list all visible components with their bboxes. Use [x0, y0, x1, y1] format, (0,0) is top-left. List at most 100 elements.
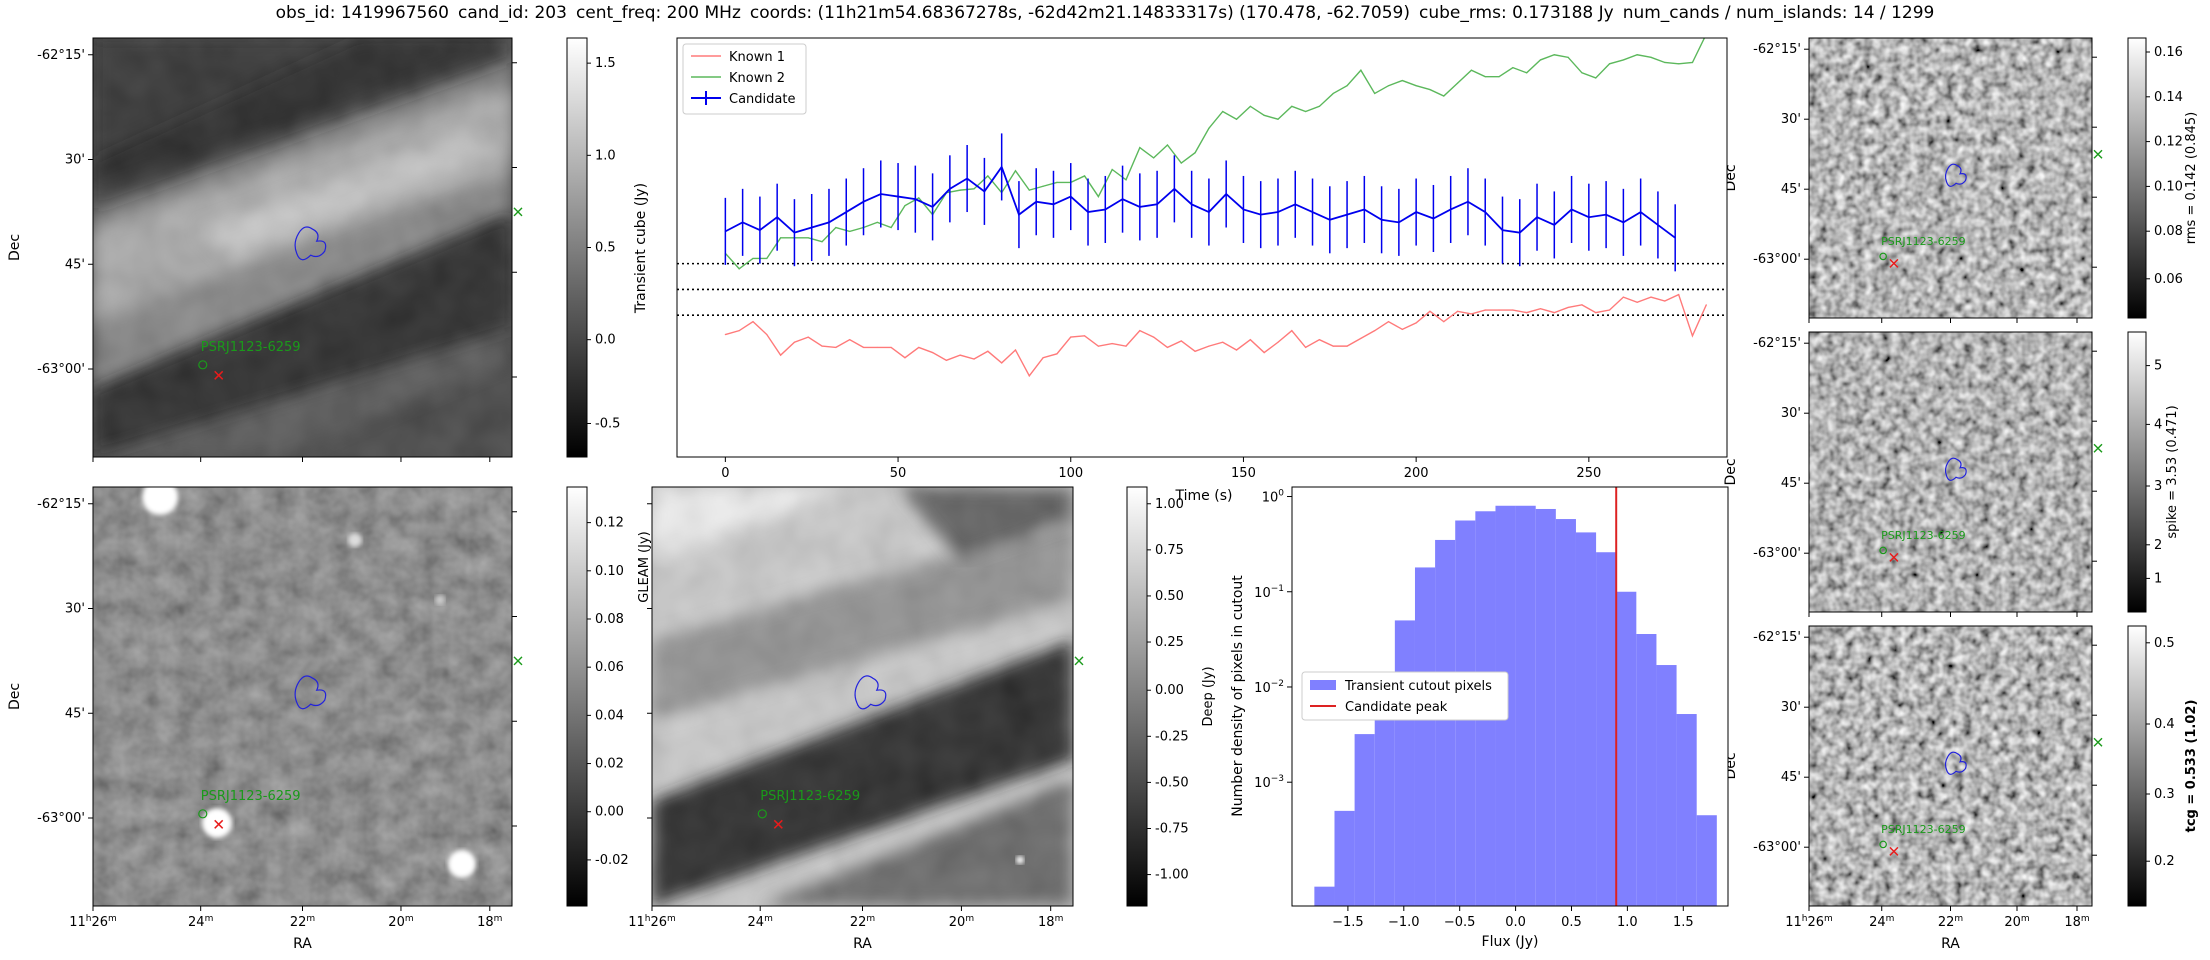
- colorbar-tick-label: 0.08: [2154, 224, 2183, 239]
- data-point: [1374, 92, 1376, 95]
- data-point: [1318, 339, 1321, 341]
- psr-source-label: PSRJ1123-6259: [201, 340, 301, 355]
- data-point: [1498, 309, 1500, 311]
- data-point: [1415, 322, 1417, 324]
- psr-source-label: PSRJ1123-6259: [201, 789, 301, 804]
- data-point: [1346, 345, 1348, 347]
- data-point: [1318, 105, 1321, 107]
- data-point: [876, 221, 878, 223]
- data-point: [1567, 306, 1569, 309]
- data-point: [945, 359, 948, 361]
- spike-colorbar: 5 4 3 2 1 spike = 3.53 (0.471): [2127, 331, 2180, 613]
- data-point: [918, 346, 920, 349]
- data-point: [1121, 198, 1124, 200]
- data-point: [1153, 336, 1155, 338]
- colorbar-tick-label: 0.25: [1155, 635, 1184, 650]
- colorbar-tick-label: 0.14: [2154, 90, 2183, 105]
- colorbar-tick-label: 0.06: [595, 660, 624, 675]
- data-point: [1553, 312, 1555, 314]
- rms-colorbar: 0.16 0.14 0.12 0.10 0.08 0.06 rms = 0.142 (0.8…: [2127, 37, 2199, 319]
- candidate-peak-marker: [1889, 552, 1899, 562]
- dec-tick-label: -62°15': [1753, 336, 1801, 351]
- spike-overlays: PSRJ1123-6259: [1879, 443, 2103, 562]
- data-point: [1222, 110, 1224, 113]
- histogram-bar: [1555, 519, 1576, 906]
- dec-tick-label: 45': [65, 706, 85, 721]
- colorbar-tick-label: 0.2: [2154, 854, 2175, 869]
- colorbar-gradient: [2127, 37, 2147, 319]
- dec-tick-label: -63°00': [1753, 252, 1801, 267]
- data-point: [1401, 79, 1403, 82]
- psr-source-label: PSRJ1123-6259: [1881, 823, 1965, 836]
- data-point: [1052, 203, 1055, 205]
- data-point: [897, 195, 899, 198]
- data-point: [1001, 166, 1003, 168]
- histogram-ytick-label: 10−2: [1254, 679, 1284, 696]
- colorbar-tick-label: 1.5: [595, 56, 616, 71]
- colorbar-tick-label: -0.75: [1155, 821, 1189, 836]
- colorbar-tick-label: -0.25: [1155, 729, 1189, 744]
- candidate-peak-marker: [1889, 846, 1899, 856]
- colorbar-tick-label: 2: [2154, 538, 2162, 553]
- histogram-bar: [1394, 620, 1415, 906]
- series-line: [725, 293, 1707, 378]
- data-point: [1484, 211, 1486, 213]
- colorbar-gradient: [2127, 331, 2147, 613]
- transient_std-colorbar: 1.5 1.0 0.5 0.0 -0.5: [566, 37, 620, 458]
- candidate-contour: [1944, 751, 1967, 775]
- colorbar-tick-label: 0.08: [595, 612, 624, 627]
- data-point: [1028, 375, 1030, 377]
- histogram-bar: [1374, 693, 1395, 906]
- tcg-overlays: PSRJ1123-6259: [1879, 737, 2103, 856]
- data-point: [1432, 217, 1435, 220]
- data-point: [1622, 221, 1624, 223]
- dec-axis-label: Dec: [7, 234, 23, 261]
- colorbar-tick-label: 1.0: [595, 148, 616, 163]
- colorbar-tick-label: 0.00: [595, 805, 624, 820]
- histogram-bar: [1676, 714, 1697, 906]
- data-point: [949, 188, 951, 190]
- lightcurve-legend: Known 1 Known 2 Candidate: [682, 43, 807, 115]
- lightcurve-chart: 0 50 100 150 200 250 Time (s) Transient cube …: [633, 37, 1728, 504]
- lightcurve-ylabel: Transient cube (Jy): [633, 183, 649, 314]
- histogram-bar: [1334, 810, 1355, 906]
- data-point: [1208, 127, 1210, 129]
- data-point: [1111, 168, 1113, 171]
- transient-axes: -62°15' 30' 45' -63°00' Dec: [7, 48, 517, 462]
- colorbar-tick-label: 0.50: [1155, 589, 1184, 604]
- data-point: [1387, 85, 1390, 87]
- ra-axis-label: RA: [853, 936, 872, 952]
- data-point: [1277, 211, 1279, 213]
- data-point: [1277, 341, 1279, 343]
- data-point: [987, 350, 989, 352]
- data-point: [1456, 310, 1459, 312]
- dec-axis-label: Dec: [7, 683, 23, 710]
- dec-tick-label: 45': [1781, 182, 1801, 197]
- data-point: [780, 354, 782, 356]
- offscreen-source-marker: [513, 207, 523, 217]
- data-point: [1595, 77, 1597, 79]
- tcg-axes: 11h26m 24m 22m 20m 18m -62°15' 30' 45' -63°00' RA…: [1723, 630, 2097, 952]
- data-point: [1305, 346, 1307, 349]
- ra-tick-label: 22m: [1938, 914, 1963, 930]
- lightcurve-xtick-label: 50: [890, 466, 907, 481]
- gleam-axis-label: GLEAM (Jy): [637, 531, 652, 602]
- data-point: [1194, 152, 1196, 154]
- data-point: [1260, 214, 1262, 216]
- data-point: [1498, 76, 1500, 78]
- colorbar-tick-label: 0.16: [2154, 45, 2183, 60]
- data-point: [1374, 330, 1376, 332]
- data-point: [1070, 336, 1072, 338]
- data-point: [1678, 63, 1680, 65]
- histogram-bar: [1535, 508, 1556, 906]
- ra-tick-label: 22m: [290, 914, 315, 930]
- data-point: [1512, 309, 1514, 311]
- data-point: [807, 336, 809, 338]
- ra-tick-label: 11h26m: [628, 914, 676, 930]
- histogram-bar: [1414, 567, 1436, 906]
- histogram-bar: [1354, 734, 1375, 906]
- data-point: [1042, 357, 1044, 359]
- data-point: [1443, 95, 1445, 97]
- ra-tick-label: 24m: [188, 914, 213, 930]
- colorbar-gradient: [566, 486, 588, 907]
